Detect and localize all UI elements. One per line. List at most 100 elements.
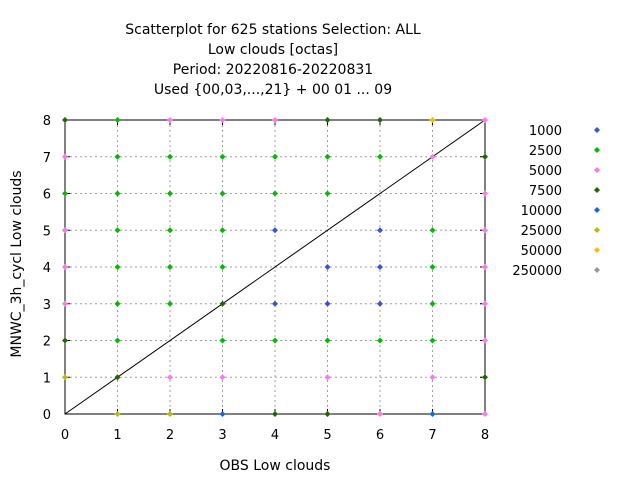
x-tick-label: 3 — [218, 428, 226, 443]
point-25000-3 — [167, 411, 173, 417]
point-7500-6 — [114, 374, 121, 381]
point-1000-5 — [324, 300, 331, 307]
point-5000-14 — [482, 337, 488, 344]
point-5000-20 — [377, 411, 383, 417]
y-tick-label: 6 — [43, 188, 51, 203]
point-5000-12 — [62, 300, 68, 307]
point-2500-0 — [114, 117, 121, 123]
point-2500-27 — [272, 337, 278, 344]
point-7500-1 — [324, 117, 331, 123]
legend-label-25000: 25000 — [521, 224, 562, 239]
point-2500-6 — [377, 153, 383, 160]
y-tick-label: 4 — [43, 261, 51, 276]
point-2500-24 — [429, 300, 436, 307]
point-10000-1 — [429, 411, 436, 417]
y-tick-label: 0 — [43, 408, 51, 423]
point-1000-2 — [324, 264, 331, 270]
point-2500-25 — [114, 337, 121, 344]
point-10000-0 — [219, 411, 226, 417]
point-2500-10 — [219, 190, 226, 197]
x-tick-label: 1 — [113, 428, 121, 443]
legend-label-10000: 10000 — [521, 204, 562, 219]
x-tick-label: 5 — [323, 428, 331, 443]
point-25000-1 — [62, 374, 68, 381]
legend-marker-10000 — [594, 207, 600, 213]
diagonal-line — [64, 119, 486, 415]
point-7500-0 — [62, 117, 68, 123]
point-2500-15 — [167, 227, 173, 234]
point-1000-4 — [272, 300, 278, 307]
point-5000-9 — [482, 227, 488, 234]
point-2500-4 — [272, 153, 278, 160]
y-tick-label: 1 — [43, 371, 51, 386]
point-7500-5 — [62, 337, 68, 344]
legend-marker-25000 — [594, 227, 600, 233]
legend-label-5000: 5000 — [529, 164, 562, 179]
y-tick-labels: 0 1 2 3 4 5 6 7 8 — [43, 114, 485, 423]
point-7500-4 — [219, 300, 226, 307]
point-2500-29 — [377, 337, 383, 344]
point-5000-8 — [62, 227, 68, 234]
legend-marker-5000 — [594, 167, 600, 173]
y-tick-label: 3 — [43, 298, 51, 313]
point-2500-14 — [114, 227, 121, 234]
point-2500-23 — [167, 300, 173, 307]
point-2500-9 — [167, 190, 173, 197]
point-2500-5 — [324, 153, 331, 160]
point-2500-28 — [324, 337, 331, 344]
point-2500-20 — [219, 264, 226, 270]
point-2500-17 — [429, 227, 436, 234]
legend-marker-1000 — [594, 127, 600, 133]
point-1000-3 — [377, 264, 383, 270]
point-5000-1 — [219, 117, 226, 123]
y-tick-label: 5 — [43, 224, 51, 239]
point-2500-3 — [219, 153, 226, 160]
y-tick-label: 2 — [43, 335, 51, 350]
y-axis-label: MNWC_3h_cycl Low clouds — [9, 170, 25, 357]
legend-label-250000: 250000 — [512, 264, 562, 279]
point-5000-2 — [272, 117, 278, 123]
legend-label-1000: 1000 — [529, 124, 562, 139]
x-axis-label: OBS Low clouds — [220, 458, 331, 474]
legend-label-50000: 50000 — [521, 244, 562, 259]
x-tick-label: 6 — [376, 428, 384, 443]
data-points — [62, 117, 488, 417]
point-7500-3 — [482, 153, 488, 160]
point-50000-0 — [429, 117, 436, 123]
point-5000-10 — [62, 264, 68, 270]
point-2500-2 — [167, 153, 173, 160]
point-5000-16 — [219, 374, 226, 381]
point-25000-2 — [114, 411, 121, 417]
legend-marker-7500 — [594, 187, 600, 193]
point-5000-15 — [167, 374, 173, 381]
point-2500-30 — [429, 337, 436, 344]
title-line-4: Used {00,03,...,21} + 00 01 ... 09 — [154, 82, 392, 98]
point-2500-16 — [219, 227, 226, 234]
point-5000-5 — [62, 153, 68, 160]
title-line-3: Period: 20220816-20220831 — [173, 62, 373, 78]
y-tick-label: 8 — [43, 114, 51, 129]
point-5000-13 — [482, 300, 488, 307]
x-tick-label: 0 — [61, 428, 69, 443]
point-2500-8 — [114, 190, 121, 197]
point-5000-21 — [482, 411, 488, 417]
point-2500-26 — [219, 337, 226, 344]
point-5000-17 — [324, 374, 331, 381]
point-7500-8 — [272, 411, 278, 417]
point-2500-21 — [429, 264, 436, 270]
point-7500-7 — [482, 374, 488, 381]
point-2500-22 — [114, 300, 121, 307]
x-tick-label: 8 — [481, 428, 489, 443]
point-1000-0 — [272, 227, 278, 234]
point-5000-4 — [482, 117, 488, 123]
legend-marker-50000 — [594, 247, 600, 253]
x-tick-label: 2 — [166, 428, 174, 443]
legend-label-7500: 7500 — [529, 184, 562, 199]
chart-title: Scatterplot for 625 stations Selection: … — [125, 22, 421, 98]
point-5000-18 — [429, 374, 436, 381]
legend-marker-2500 — [594, 147, 600, 153]
point-7500-2 — [377, 117, 383, 123]
legend-label-2500: 2500 — [529, 144, 562, 159]
x-tick-label: 4 — [271, 428, 279, 443]
